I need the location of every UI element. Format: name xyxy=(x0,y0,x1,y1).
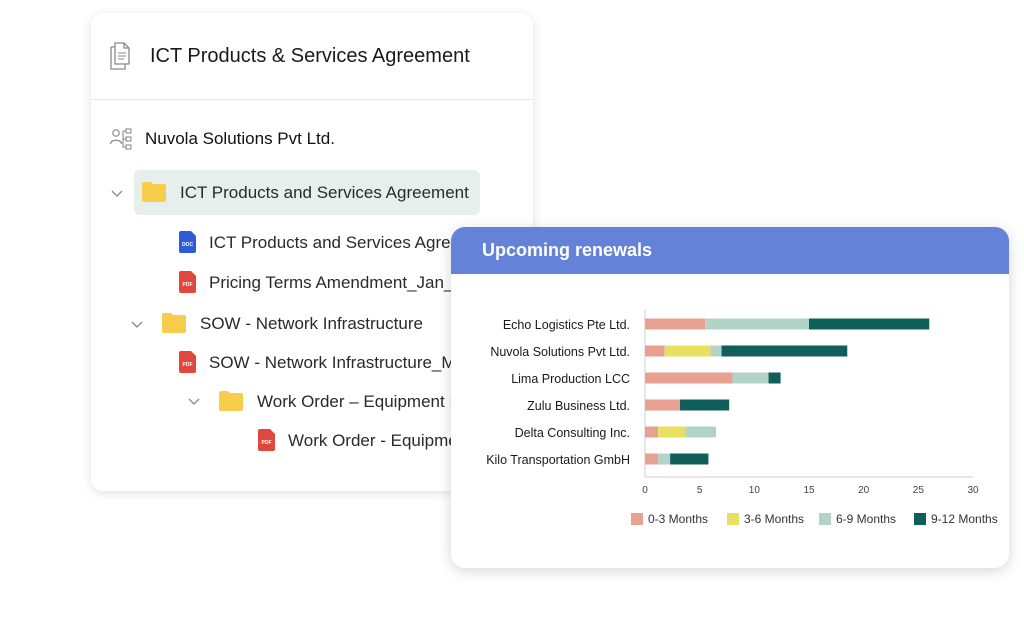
svg-text:PDF: PDF xyxy=(262,440,272,446)
folder-icon xyxy=(161,312,187,339)
documents-icon xyxy=(109,42,133,75)
company-name: Nuvola Solutions Pvt Ltd. xyxy=(145,129,335,148)
folder-icon xyxy=(141,181,167,208)
bar-segment xyxy=(721,345,848,357)
chevron-down-icon[interactable] xyxy=(130,318,144,332)
legend-swatch xyxy=(819,513,831,525)
card-header: Upcoming renewals xyxy=(451,227,1009,274)
renewals-chart: Echo Logistics Pte Ltd. Nuvola Solutions … xyxy=(486,310,998,526)
tree-label-work-order-pdf[interactable]: Work Order - Equipme xyxy=(288,431,458,450)
bar-segment xyxy=(658,453,671,465)
tree-label-ict-doc[interactable]: ICT Products and Services Agree xyxy=(209,233,461,252)
bar-segment xyxy=(768,372,781,384)
legend-swatch xyxy=(914,513,926,525)
bar-segment xyxy=(658,426,686,438)
tree-label-sow-folder[interactable]: SOW - Network Infrastructure xyxy=(200,314,423,333)
x-tick-label: 25 xyxy=(913,485,925,496)
category-label: Delta Consulting Inc. xyxy=(515,426,630,440)
legend-label: 9-12 Months xyxy=(931,512,998,526)
x-tick-label: 0 xyxy=(642,485,648,496)
bar-segment xyxy=(645,345,665,357)
svg-text:PDF: PDF xyxy=(183,362,193,368)
svg-text:PDF: PDF xyxy=(183,282,193,288)
legend-swatch xyxy=(631,513,643,525)
bar-segment xyxy=(732,372,769,384)
category-label: Kilo Transportation GmbH xyxy=(486,453,630,467)
x-tick-label: 20 xyxy=(858,485,870,496)
bar-segment xyxy=(645,426,659,438)
legend-swatch xyxy=(727,513,739,525)
bar-segment xyxy=(645,399,680,411)
category-label: Nuvola Solutions Pvt Ltd. xyxy=(490,345,630,359)
category-label: Echo Logistics Pte Ltd. xyxy=(503,318,630,332)
bar-segment xyxy=(685,426,717,438)
bar-segment xyxy=(809,318,930,330)
tree-item-main-folder[interactable] xyxy=(134,170,480,215)
bar-segment xyxy=(705,318,809,330)
bar-segment xyxy=(645,453,659,465)
x-tick-label: 10 xyxy=(749,485,761,496)
bar-segment xyxy=(710,345,722,357)
legend-label: 0-3 Months xyxy=(648,512,708,526)
doc-file-icon: DOC xyxy=(179,231,196,258)
legend-label: 6-9 Months xyxy=(836,512,896,526)
tree-label-sow-pdf[interactable]: SOW - Network Infrastructure_Ma xyxy=(209,353,466,372)
pdf-file-icon: PDF xyxy=(179,351,196,378)
panel-title: ICT Products & Services Agreement xyxy=(150,45,470,67)
tree-label-main-folder[interactable]: ICT Products and Services Agreement xyxy=(180,183,469,202)
x-tick-label: 15 xyxy=(803,485,815,496)
tree-label-work-order-folder[interactable]: Work Order – Equipment I xyxy=(257,392,455,411)
x-tick-label: 5 xyxy=(697,485,703,496)
bar-segment xyxy=(645,372,733,384)
x-tick-label: 30 xyxy=(967,485,979,496)
chevron-down-icon[interactable] xyxy=(110,187,124,201)
folder-icon xyxy=(218,390,244,417)
bar-segment xyxy=(664,345,711,357)
bar-segment xyxy=(645,318,706,330)
category-label: Zulu Business Ltd. xyxy=(527,399,630,413)
pdf-file-icon: PDF xyxy=(258,429,275,456)
legend-label: 3-6 Months xyxy=(744,512,804,526)
category-label: Lima Production LCC xyxy=(511,372,630,386)
bar-segment xyxy=(670,453,709,465)
pdf-file-icon: PDF xyxy=(179,271,196,298)
upcoming-renewals-card: Upcoming renewals Echo Logistics Pte Ltd… xyxy=(451,227,1009,568)
chevron-down-icon[interactable] xyxy=(187,395,201,409)
svg-text:DOC: DOC xyxy=(182,242,194,248)
tree-label-pricing-pdf[interactable]: Pricing Terms Amendment_Jan_2 xyxy=(209,273,463,292)
card-title: Upcoming renewals xyxy=(482,240,653,260)
organization-icon xyxy=(109,127,135,156)
bar-segment xyxy=(679,399,730,411)
panel-header: ICT Products & Services Agreement xyxy=(91,13,533,100)
